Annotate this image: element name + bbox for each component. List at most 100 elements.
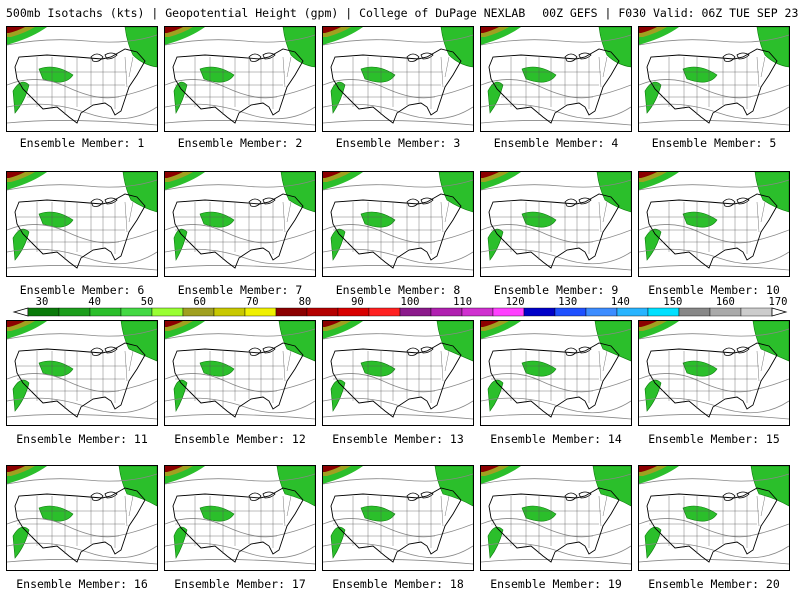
jet-northeast (122, 172, 157, 213)
ensemble-member-label: Ensemble Member: 13 (332, 432, 464, 446)
jet-plains (360, 211, 396, 228)
height-contour (165, 414, 315, 420)
jet-core-nw-max (639, 172, 657, 178)
jet-plains (199, 360, 235, 377)
height-contour (481, 397, 631, 414)
colorbar-swatch (709, 307, 742, 317)
colorbar-swatch (27, 307, 60, 317)
height-contour (323, 34, 473, 46)
colorbar-tick-label: 40 (88, 296, 101, 308)
height-contour (639, 120, 789, 126)
ensemble-member-label: Ensemble Member: 11 (16, 432, 148, 446)
colorbar-swatch (58, 307, 91, 317)
us-outline (14, 342, 146, 418)
us-outline (172, 193, 304, 269)
height-contour (639, 248, 789, 265)
jet-northeast (120, 321, 157, 362)
state-border (282, 350, 286, 382)
height-contour (323, 473, 473, 485)
state-border (124, 56, 128, 88)
great-lakes (248, 197, 276, 207)
state-border (286, 56, 292, 78)
colorbar-tick-label: 90 (351, 296, 364, 308)
height-contour (481, 559, 631, 565)
jet-northeast (750, 466, 789, 507)
colorbar-tick-label: 130 (558, 296, 578, 308)
colorbar-swatch (368, 307, 401, 317)
colorbar-swatch (585, 307, 618, 317)
jet-west-coast (487, 379, 504, 412)
state-border (760, 495, 766, 517)
us-outline (330, 193, 462, 269)
colorbar-swatch (151, 307, 184, 317)
ensemble-member-label: Ensemble Member: 4 (493, 136, 619, 150)
ensemble-member-label: Ensemble Member: 20 (648, 577, 780, 591)
colorbar-swatch (89, 307, 122, 317)
state-border (282, 56, 286, 88)
ensemble-member-map (322, 465, 474, 571)
jet-core-nw-max (481, 466, 499, 472)
title-text: 500mb Isotachs (kts) | Geopotential Heig… (6, 6, 526, 20)
colorbar-swatch (182, 307, 215, 317)
jet-northeast (752, 321, 789, 362)
jet-west-coast (487, 526, 504, 559)
state-border (444, 495, 450, 517)
state-border (756, 495, 760, 527)
colorbar-swatch (275, 307, 308, 317)
jet-plains (360, 505, 396, 522)
great-lakes (564, 197, 592, 207)
ensemble-member-map (322, 320, 474, 426)
jet-northeast (118, 466, 157, 507)
height-contour (639, 265, 789, 271)
height-contour (7, 265, 157, 271)
height-contour (165, 248, 315, 265)
ensemble-member-label: Ensemble Member: 18 (332, 577, 464, 591)
jet-plains (360, 360, 396, 377)
jet-core-nw-max (165, 27, 183, 33)
ensemble-member-map (638, 465, 790, 571)
ensemble-member-map (480, 465, 632, 571)
height-contour (165, 328, 315, 340)
height-contour (639, 473, 789, 485)
height-contour (323, 559, 473, 565)
ensemble-member-map (6, 465, 158, 571)
state-border (124, 350, 128, 382)
height-contour (639, 328, 789, 340)
jet-plains (199, 211, 235, 228)
great-lakes (406, 346, 434, 356)
ensemble-member-label: Ensemble Member: 6 (19, 283, 145, 297)
jet-plains (682, 360, 718, 377)
us-outline (488, 342, 620, 418)
ensemble-member-map (638, 320, 790, 426)
height-contour (481, 120, 631, 126)
ensemble-member-map (480, 320, 632, 426)
jet-northeast (282, 27, 315, 68)
jet-west-coast (12, 526, 30, 559)
colorbar-tick-label: 150 (663, 296, 683, 308)
ensemble-member-map (480, 171, 632, 277)
height-contour (639, 397, 789, 414)
height-contour (481, 248, 631, 265)
jet-northeast (124, 27, 157, 68)
jet-northeast (754, 172, 789, 213)
us-outline (172, 48, 304, 124)
great-lakes (722, 491, 750, 501)
ensemble-member-map (322, 171, 474, 277)
jet-northeast (598, 27, 631, 68)
state-border (598, 201, 602, 233)
height-contour (165, 120, 315, 126)
colorbar-left-arrow (12, 307, 29, 317)
ensemble-member-label: Ensemble Member: 2 (177, 136, 303, 150)
great-lakes (722, 197, 750, 207)
state-border (760, 350, 766, 372)
height-contour (7, 120, 157, 126)
height-contour (7, 473, 157, 485)
jet-west-coast (644, 526, 662, 559)
height-contour (165, 103, 315, 120)
state-border (602, 495, 608, 517)
jet-west-coast (330, 228, 346, 261)
ensemble-member-map (6, 320, 158, 426)
colorbar-tick-label: 30 (35, 296, 49, 308)
state-border (440, 56, 444, 88)
state-border (602, 201, 608, 223)
